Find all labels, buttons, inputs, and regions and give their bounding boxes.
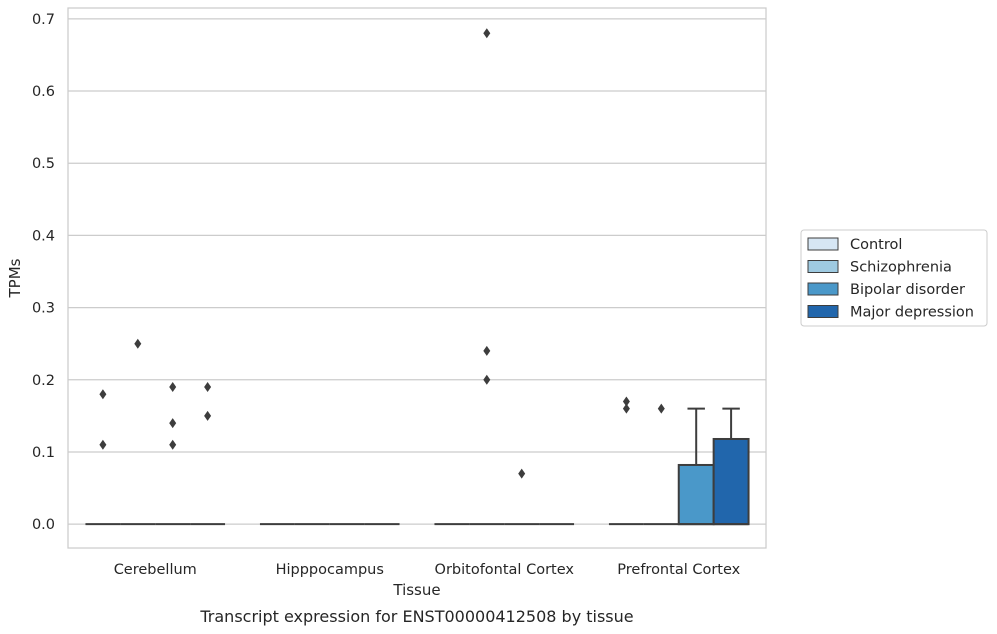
legend-frame xyxy=(800,229,988,327)
outlier-point xyxy=(657,403,665,414)
grid-lines xyxy=(68,18,766,525)
x-tick-label: Orbitofontal Cortex xyxy=(435,562,575,578)
outlier-point xyxy=(622,396,630,407)
legend-swatch xyxy=(807,237,839,251)
outlier-point xyxy=(169,382,177,393)
legend-swatch xyxy=(807,282,839,296)
outlier-point xyxy=(169,439,177,450)
outlier-point xyxy=(622,403,630,414)
legend: Control Schizophrenia Bipolar disorder Majo… xyxy=(800,229,988,327)
y-axis-label: TPMs xyxy=(6,258,24,298)
y-tick-label: 0.4 xyxy=(32,228,55,244)
x-tick-labels: Cerebellum Hipppocampus Orbitofontal Corte… xyxy=(114,562,741,578)
legend-label: Bipolar disorder xyxy=(850,282,965,298)
legend-label: Control xyxy=(850,237,902,253)
plot-frame xyxy=(67,7,767,549)
y-tick-label: 0.1 xyxy=(32,445,55,461)
legend-label: Major depression xyxy=(850,305,974,321)
x-tick-label: Prefrontal Cortex xyxy=(617,562,740,578)
outlier-point xyxy=(483,28,491,39)
y-tick-label: 0.0 xyxy=(32,517,55,533)
chart-caption: Transcript expression for ENST0000041250… xyxy=(199,607,633,626)
outlier-point xyxy=(483,374,491,385)
outlier-point xyxy=(518,468,526,479)
x-tick-label: Cerebellum xyxy=(114,562,197,578)
y-tick-label: 0.7 xyxy=(32,12,55,28)
x-axis-label: Tissue xyxy=(392,581,440,599)
outlier-point xyxy=(99,389,107,400)
outlier-point xyxy=(99,439,107,450)
y-tick-labels: 0.0 0.1 0.2 0.3 0.4 0.5 0.6 0.7 xyxy=(32,12,55,533)
y-tick-label: 0.3 xyxy=(32,301,55,317)
box-2-3 xyxy=(677,463,715,526)
plot-background xyxy=(68,8,766,548)
box-3-3 xyxy=(712,437,750,526)
boxes-layer xyxy=(85,407,750,526)
legend-swatch xyxy=(807,305,839,318)
legend-label: Schizophrenia xyxy=(850,260,952,276)
outlier-point xyxy=(134,338,142,349)
y-tick-label: 0.5 xyxy=(32,156,55,172)
y-tick-label: 0.6 xyxy=(32,84,55,100)
y-tick-label: 0.2 xyxy=(32,373,55,389)
x-tick-label: Hipppocampus xyxy=(276,562,384,578)
legend-swatch xyxy=(807,260,839,273)
outlier-point xyxy=(204,410,212,421)
outlier-point xyxy=(204,382,212,393)
outliers-layer xyxy=(99,28,665,479)
outlier-point xyxy=(169,418,177,429)
outlier-point xyxy=(483,345,491,356)
